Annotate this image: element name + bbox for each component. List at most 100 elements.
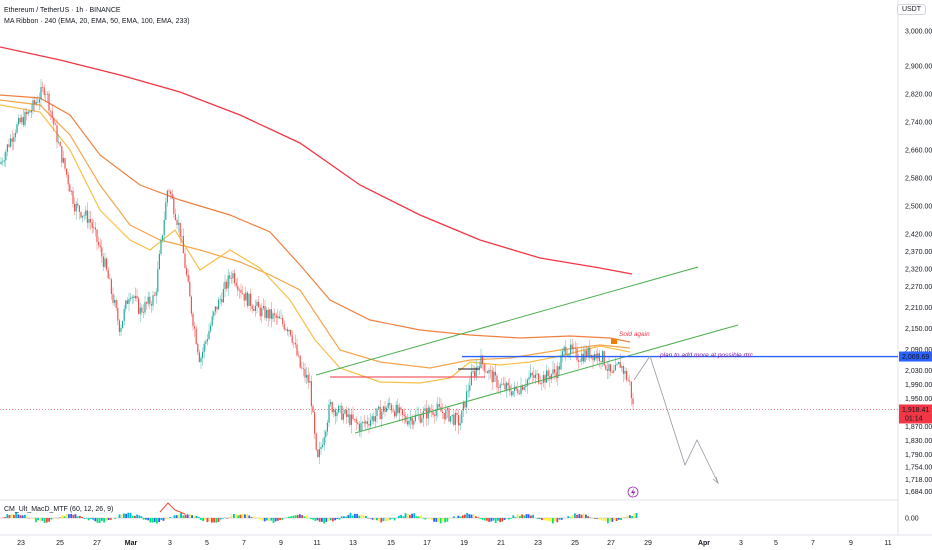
candle [64, 158, 66, 169]
candle [37, 102, 39, 103]
candle [32, 100, 34, 111]
macd-legend[interactable]: CM_Ult_MacD_MTF (60, 12, 26, 9) [4, 506, 114, 513]
x-tick-label: 23 [17, 540, 25, 547]
candle [213, 311, 215, 317]
candle [570, 344, 572, 355]
plan-note[interactable]: plan to add more at possible rtrc [659, 352, 754, 359]
candle [144, 302, 146, 313]
channel-upper[interactable] [315, 266, 699, 376]
y-tick-label: 1,790.00 [905, 452, 932, 459]
x-tick-label: 7 [811, 540, 815, 547]
candle [2, 161, 4, 163]
candle [258, 301, 260, 308]
y-tick-label: 2,820.00 [905, 92, 932, 99]
candle [582, 353, 584, 362]
x-tick-label: 23 [534, 540, 542, 547]
candle [390, 404, 392, 411]
ma-ribbon-legend[interactable]: MA Ribbon · 240 (EMA, 20, EMA, 50, EMA, … [4, 18, 190, 25]
candle [592, 354, 594, 361]
candle [507, 382, 509, 386]
candle [533, 375, 535, 378]
candle [110, 279, 112, 294]
candle [178, 222, 180, 225]
candle [216, 306, 218, 310]
candle [126, 300, 128, 304]
candle [290, 330, 292, 336]
macd-bar [41, 518, 44, 521]
candle [29, 111, 31, 113]
macd-bar [512, 515, 515, 518]
candle [99, 245, 101, 248]
candle [318, 449, 320, 458]
candle [141, 307, 143, 313]
macd-bar [571, 514, 574, 518]
candle [227, 275, 229, 289]
candle [306, 374, 308, 378]
macd-bar [134, 515, 136, 518]
macd-bar [345, 516, 347, 518]
macd-bar [158, 518, 160, 522]
candle [234, 273, 236, 284]
candle [325, 431, 327, 438]
macd-bar [19, 515, 22, 518]
macd-bar [268, 518, 270, 522]
candle [357, 422, 359, 424]
candle [291, 335, 293, 343]
macd-bar [503, 518, 506, 520]
macd-bar [336, 518, 339, 520]
macd-bar [468, 514, 471, 518]
y-tick-label: 1,754.00 [905, 465, 932, 472]
macd-bar [633, 513, 636, 518]
candle [304, 368, 306, 378]
candle [294, 342, 296, 345]
candle [438, 404, 440, 407]
candle [563, 346, 565, 352]
channel-lower[interactable] [354, 324, 739, 434]
candle [326, 422, 328, 432]
y-tick-label: 2,420.00 [905, 232, 932, 239]
currency-button[interactable]: USDT [896, 4, 926, 15]
candle [606, 369, 608, 371]
macd-bar [13, 514, 15, 518]
candle [242, 293, 244, 294]
macd-bar [492, 518, 495, 521]
candle [610, 364, 612, 372]
candle [69, 184, 71, 192]
macd-bar [318, 518, 321, 522]
candle [50, 110, 52, 112]
candle [558, 366, 560, 370]
macd-bar [81, 517, 83, 518]
macd-bar [189, 514, 191, 518]
macd-bar [527, 514, 530, 518]
candle [48, 93, 50, 111]
candle [243, 293, 245, 301]
macd-bar [263, 518, 266, 522]
macd-bar [156, 518, 158, 524]
sell-marker[interactable] [611, 339, 617, 344]
macd-bar [631, 516, 633, 518]
candle [21, 117, 23, 123]
candle [589, 347, 591, 358]
macd-bar [169, 517, 171, 518]
candle [14, 132, 16, 138]
macd-bar [422, 518, 424, 519]
candle [0, 161, 2, 164]
candle [67, 174, 69, 185]
candle [22, 117, 24, 125]
macd-bar [37, 518, 39, 521]
macd-bar [382, 518, 385, 522]
candle [421, 418, 423, 423]
projection-path[interactable] [633, 355, 719, 484]
y-tick-label: 1,990.00 [905, 382, 932, 389]
sold-again-note[interactable]: Sold again [619, 331, 650, 338]
candle [355, 419, 357, 423]
macd-bar [620, 518, 622, 520]
macd-bar [281, 518, 284, 520]
y-tick-label: 2,660.00 [905, 148, 932, 155]
macd-bar [424, 518, 427, 520]
symbol-title[interactable]: Ethereum / TetherUS · 1h · BINANCE [4, 7, 121, 14]
candle [587, 347, 589, 358]
candle [546, 370, 548, 383]
candle [266, 309, 268, 318]
